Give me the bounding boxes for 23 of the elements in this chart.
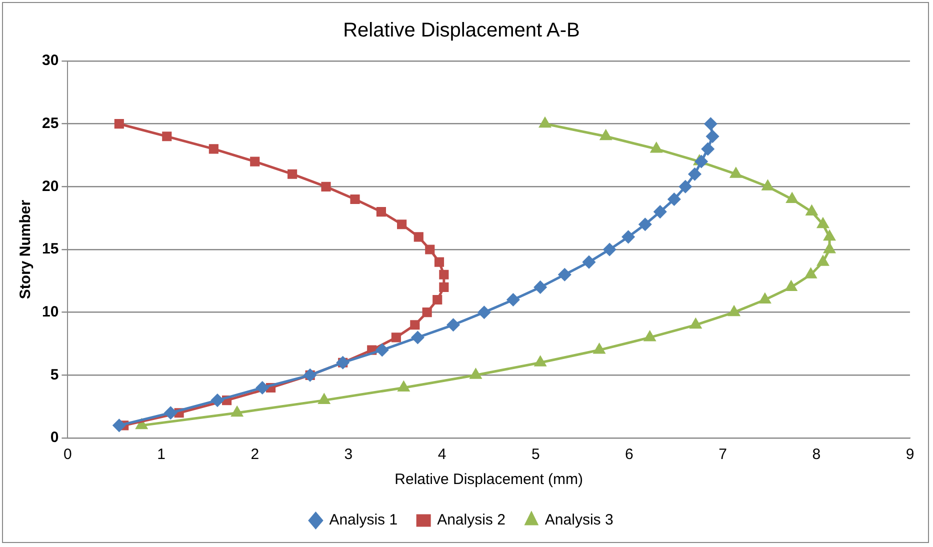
y-tick-label: 25: [42, 114, 59, 132]
x-tick-label: 3: [344, 446, 353, 464]
x-tick-label: 1: [157, 446, 166, 464]
x-tick-label: 5: [531, 446, 540, 464]
y-tick-label: 10: [42, 303, 59, 320]
x-tick-label: 6: [625, 446, 634, 464]
y-tick-label: 15: [42, 240, 59, 258]
legend-label: Analysis 2: [437, 512, 506, 529]
x-tick-label: 2: [250, 446, 260, 464]
x-tick-label: 8: [812, 446, 821, 464]
x-tick-label: 4: [438, 446, 446, 464]
x-tick-label: 7: [718, 446, 727, 464]
x-tick-label: 9: [906, 446, 914, 464]
y-axis-title: Story Number: [17, 200, 34, 300]
y-tick-label: 30: [42, 52, 59, 70]
y-tick-label: 5: [50, 366, 59, 384]
legend-label: Analysis 1: [329, 512, 398, 529]
chart-title: Relative Displacement A-B: [343, 20, 580, 42]
y-tick-label: 0: [50, 429, 59, 446]
x-tick-label: 0: [64, 446, 72, 464]
y-tick-label: 20: [42, 178, 59, 195]
legend-label: Analysis 3: [544, 512, 614, 529]
x-axis-title: Relative Displacement (mm): [394, 471, 584, 488]
